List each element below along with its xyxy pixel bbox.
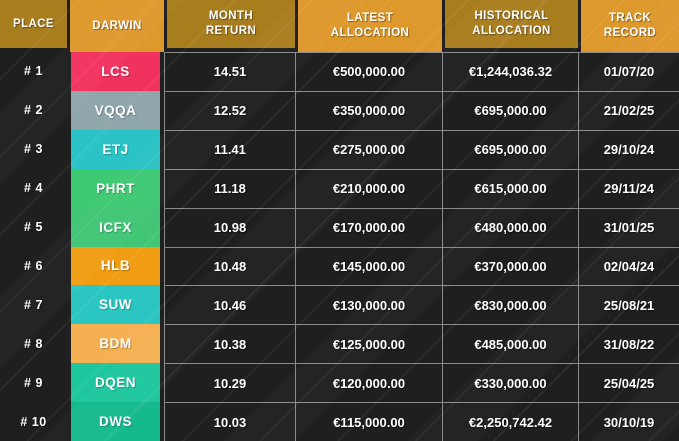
track-record-cell: 29/11/24 [578, 168, 679, 208]
place-cell: # 6 [24, 258, 43, 273]
track-record-cell: 01/07/20 [578, 52, 679, 91]
place-cell: # 7 [24, 297, 43, 312]
column-header-latest-allocation: LATEST ALLOCATION [295, 0, 442, 52]
column-header-historical-allocation: HISTORICAL ALLOCATION [442, 0, 578, 48]
latest-allocation-cell: €145,000.00 [295, 246, 442, 286]
darwin-badge[interactable]: DWS [71, 402, 160, 441]
place-cell: # 5 [24, 220, 43, 235]
place-cell: # 4 [24, 181, 43, 196]
latest-allocation-cell: €350,000.00 [295, 90, 442, 130]
darwin-badge[interactable]: SUW [71, 285, 160, 325]
historical-allocation-cell: €2,250,742.42 [442, 402, 578, 441]
historical-allocation-cell: €370,000.00 [442, 246, 578, 286]
track-record-cell: 02/04/24 [578, 246, 679, 286]
track-record-cell: 25/04/25 [578, 363, 679, 403]
darwin-badge[interactable]: ETJ [71, 129, 160, 169]
column-header-track-record: TRACK RECORD [578, 0, 679, 52]
place-cell: # 1 [24, 64, 43, 79]
latest-allocation-cell: €125,000.00 [295, 324, 442, 364]
track-record-cell: 21/02/25 [578, 90, 679, 130]
track-record-cell: 29/10/24 [578, 129, 679, 169]
place-cell: # 3 [24, 142, 43, 157]
column-header-month-return: MONTH RETURN [164, 0, 295, 48]
month-return-cell: 10.38 [164, 324, 295, 364]
latest-allocation-cell: €170,000.00 [295, 207, 442, 247]
track-record-cell: 31/08/22 [578, 324, 679, 364]
darwin-cell: PHRT [67, 168, 164, 208]
darwin-badge[interactable]: LCS [71, 52, 160, 91]
month-return-cell: 11.41 [164, 129, 295, 169]
month-return-cell: 10.48 [164, 246, 295, 286]
darwin-badge[interactable]: VQQA [71, 90, 160, 130]
column-header-place: PLACE [0, 0, 67, 48]
place-cell: # 9 [24, 375, 43, 390]
latest-allocation-cell: €210,000.00 [295, 168, 442, 208]
month-return-cell: 10.03 [164, 402, 295, 441]
latest-allocation-cell: €130,000.00 [295, 285, 442, 325]
historical-allocation-cell: €330,000.00 [442, 363, 578, 403]
historical-allocation-cell: €695,000.00 [442, 129, 578, 169]
latest-allocation-cell: €115,000.00 [295, 402, 442, 441]
column-header-darwin: DARWIN [67, 0, 164, 52]
historical-allocation-cell: €485,000.00 [442, 324, 578, 364]
month-return-cell: 10.46 [164, 285, 295, 325]
historical-allocation-cell: €480,000.00 [442, 207, 578, 247]
historical-allocation-cell: €1,244,036.32 [442, 52, 578, 91]
place-cell: # 2 [24, 103, 43, 118]
latest-allocation-cell: €120,000.00 [295, 363, 442, 403]
historical-allocation-cell: €695,000.00 [442, 90, 578, 130]
historical-allocation-cell: €615,000.00 [442, 168, 578, 208]
darwin-badge[interactable]: ICFX [71, 207, 160, 247]
darwin-cell: BDM [67, 324, 164, 364]
historical-allocation-cell: €830,000.00 [442, 285, 578, 325]
latest-allocation-cell: €500,000.00 [295, 52, 442, 91]
darwin-cell: DWS [67, 402, 164, 441]
darwin-badge[interactable]: HLB [71, 246, 160, 286]
month-return-cell: 12.52 [164, 90, 295, 130]
latest-allocation-cell: €275,000.00 [295, 129, 442, 169]
darwin-cell: DQEN [67, 363, 164, 403]
track-record-cell: 25/08/21 [578, 285, 679, 325]
month-return-cell: 10.29 [164, 363, 295, 403]
month-return-cell: 11.18 [164, 168, 295, 208]
darwin-cell: LCS [67, 52, 164, 91]
darwin-cell: ICFX [67, 207, 164, 247]
darwin-cell: ETJ [67, 129, 164, 169]
month-return-cell: 14.51 [164, 52, 295, 91]
month-return-cell: 10.98 [164, 207, 295, 247]
darwin-cell: VQQA [67, 90, 164, 130]
place-cell: # 10 [20, 414, 47, 429]
darwin-badge[interactable]: PHRT [71, 168, 160, 208]
track-record-cell: 31/01/25 [578, 207, 679, 247]
darwin-cell: SUW [67, 285, 164, 325]
track-record-cell: 30/10/19 [578, 402, 679, 441]
darwin-badge[interactable]: BDM [71, 324, 160, 364]
place-cell: # 8 [24, 336, 43, 351]
darwin-badge[interactable]: DQEN [71, 363, 160, 403]
darwin-cell: HLB [67, 246, 164, 286]
